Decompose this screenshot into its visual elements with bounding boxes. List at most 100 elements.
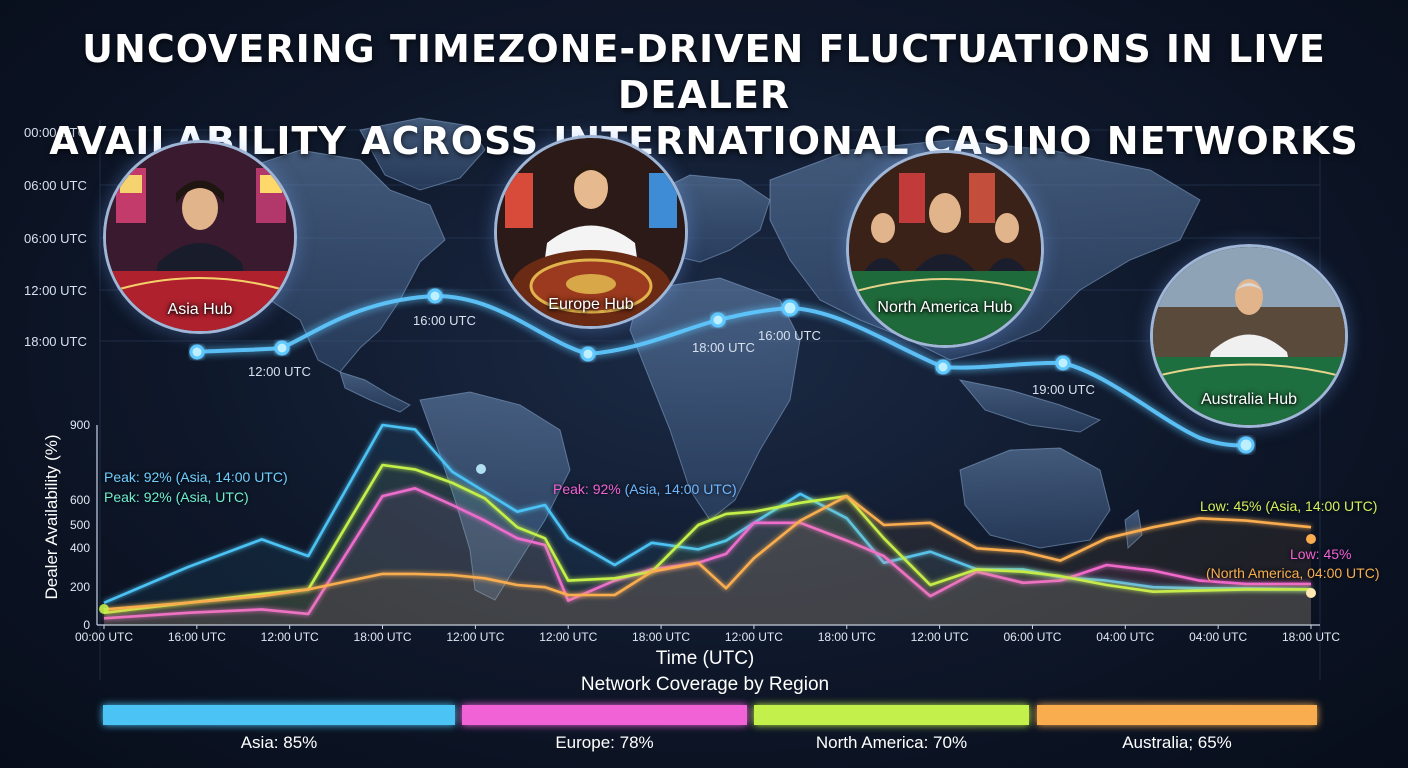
- australia-end-marker: [1306, 534, 1316, 544]
- x-tick-label: 18:00 UTC: [632, 630, 690, 644]
- x-tick-label: 12:00 UTC: [725, 630, 783, 644]
- hub-timeline-path: [196, 293, 1247, 448]
- series-line: [103, 494, 1312, 611]
- europe-hub-photo: Europe Hub: [494, 135, 688, 329]
- timeline-node: [710, 312, 726, 328]
- map-time-axis: 00:00 UTC 06:00 UTC 06:00 UTC 12:00 UTC …: [24, 125, 87, 349]
- peak-europe-annotation: Peak: 92% (Asia, 14:00 UTC): [553, 481, 737, 497]
- x-tick-label: 04:00 UTC: [1096, 630, 1154, 644]
- series-area: [104, 488, 1311, 625]
- timeline-label: 12:00 UTC: [248, 364, 311, 379]
- low-aus-annotation-2: (North America, 04:00 UTC): [1206, 565, 1380, 581]
- timeline-node: [580, 346, 596, 362]
- timeline-label: 16:00 UTC: [758, 328, 821, 343]
- roulette-dealer-icon: [497, 138, 685, 326]
- map-time-tick: 06:00 UTC: [24, 231, 87, 246]
- asia-hub-photo: Asia Hub: [103, 140, 297, 334]
- x-tick-label: 18:00 UTC: [818, 630, 876, 644]
- timeline-labels: 12:00 UTC 16:00 UTC 18:00 UTC 16:00 UTC …: [248, 313, 1095, 397]
- x-tick-label: 16:00 UTC: [168, 630, 226, 644]
- timeline-node: [1237, 436, 1255, 454]
- blackjack-dealers-icon: [849, 153, 1041, 345]
- x-tick-label: 12:00 UTC: [911, 630, 969, 644]
- x-tick-label: 00:00 UTC: [75, 630, 133, 644]
- y-tick-label: 200: [70, 580, 90, 594]
- coverage-label: Asia: 85%: [240, 733, 318, 752]
- central-america-shape: [339, 371, 411, 413]
- page-title: UNCOVERING TIMEZONE-DRIVEN FLUCTUATIONS …: [0, 26, 1408, 164]
- timeline-node: [935, 359, 951, 375]
- page-title-line-1: UNCOVERING TIMEZONE-DRIVEN FLUCTUATIONS …: [82, 27, 1326, 117]
- y-tick-label: 600: [70, 493, 90, 507]
- hub-label: Australia Hub: [1200, 391, 1298, 408]
- africa-shape: [629, 277, 801, 521]
- y-axis-title: Dealer Availability (%): [42, 434, 61, 600]
- x-tick-label: 18:00 UTC: [1282, 630, 1340, 644]
- timeline-label: 18:00 UTC: [692, 340, 755, 355]
- series-line: [103, 486, 1311, 620]
- x-axis-title: Time (UTC): [655, 648, 755, 669]
- series-line: [103, 423, 1312, 604]
- series-lines: [103, 423, 1312, 625]
- x-tick-label: 12:00 UTC: [446, 630, 504, 644]
- y-tick-label: 0: [83, 618, 90, 632]
- low-na-annotation: Low: 45% (Asia, 14:00 UTC): [1200, 498, 1378, 514]
- series-area: [104, 465, 1311, 625]
- peak-europe-suffix: (Asia, 14:00 UTC): [624, 481, 737, 497]
- coverage-bar: [462, 705, 747, 725]
- x-tick-label: 18:00 UTC: [354, 630, 412, 644]
- peak-europe-prefix: Peak: 92%: [553, 481, 621, 497]
- asia-mid-marker: [476, 464, 486, 474]
- timeline-node: [274, 340, 290, 356]
- endpoint-markers: [99, 464, 1316, 614]
- map-time-tick: 06:00 UTC: [24, 178, 87, 193]
- coverage-label: North America: 70%: [815, 733, 968, 752]
- australia-hub-photo: Australia Hub: [1150, 244, 1348, 428]
- coverage-label: Europe: 78%: [555, 733, 654, 752]
- australia-shape: [959, 447, 1111, 549]
- y-tick-labels: 900 600 500 400 200 0: [70, 418, 90, 632]
- coverage-bar: [754, 705, 1029, 725]
- hub-label: Asia Hub: [167, 301, 233, 318]
- low-aus-annotation-1: Low: 45%: [1290, 546, 1352, 562]
- hub-label: Europe Hub: [548, 296, 634, 313]
- y-tick-label: 400: [70, 541, 90, 555]
- chart-axes: [96, 425, 1320, 626]
- coverage-label: Australia; 65%: [1122, 733, 1232, 752]
- x-tick-label: 06:00 UTC: [1003, 630, 1061, 644]
- coverage-title: Network Coverage by Region: [580, 674, 830, 695]
- north-america-end-marker: [1306, 588, 1316, 598]
- dealer-hub-icon: [106, 143, 294, 331]
- x-tick-labels: 00:00 UTC 16:00 UTC 12:00 UTC 18:00 UTC 12:0…: [75, 625, 1340, 644]
- timeline-node: [1055, 355, 1071, 371]
- y-tick-label: 500: [70, 518, 90, 532]
- greenland-shape: [359, 117, 486, 191]
- x-tick-label: 04:00 UTC: [1189, 630, 1247, 644]
- map-time-tick: 18:00 UTC: [24, 334, 87, 349]
- asia-start-marker: [99, 604, 109, 614]
- hub-label: North America Hub: [877, 299, 1013, 316]
- south-america-shape: [419, 391, 571, 601]
- series-area: [104, 496, 1311, 625]
- timeline-node: [781, 299, 799, 317]
- map-time-tick: 12:00 UTC: [24, 283, 87, 298]
- timeline-node: [427, 288, 443, 304]
- peak-asia-annotation-2: Peak: 92% (Asia, UTC): [104, 489, 249, 505]
- coverage-bar: [1037, 705, 1317, 725]
- timeline-label: 16:00 UTC: [413, 313, 476, 328]
- y-tick-label: 900: [70, 418, 90, 432]
- x-tick-label: 12:00 UTC: [261, 630, 319, 644]
- timeline-node: [189, 344, 205, 360]
- map-time-tick: 00:00 UTC: [24, 125, 87, 140]
- peak-asia-annotation: Peak: 92% (Asia, 14:00 UTC): [104, 469, 288, 485]
- series-line: [103, 463, 1311, 615]
- x-tick-label: 12:00 UTC: [539, 630, 597, 644]
- southeast-asia-shape: [958, 379, 1102, 433]
- timeline-label: 19:00 UTC: [1032, 382, 1095, 397]
- coverage-bar: [103, 705, 455, 725]
- hub-timeline: [189, 288, 1255, 454]
- north-america-hub-photo: North America Hub: [846, 150, 1044, 348]
- new-zealand-shape: [1124, 509, 1143, 550]
- casino-dealer-icon: [1153, 247, 1345, 425]
